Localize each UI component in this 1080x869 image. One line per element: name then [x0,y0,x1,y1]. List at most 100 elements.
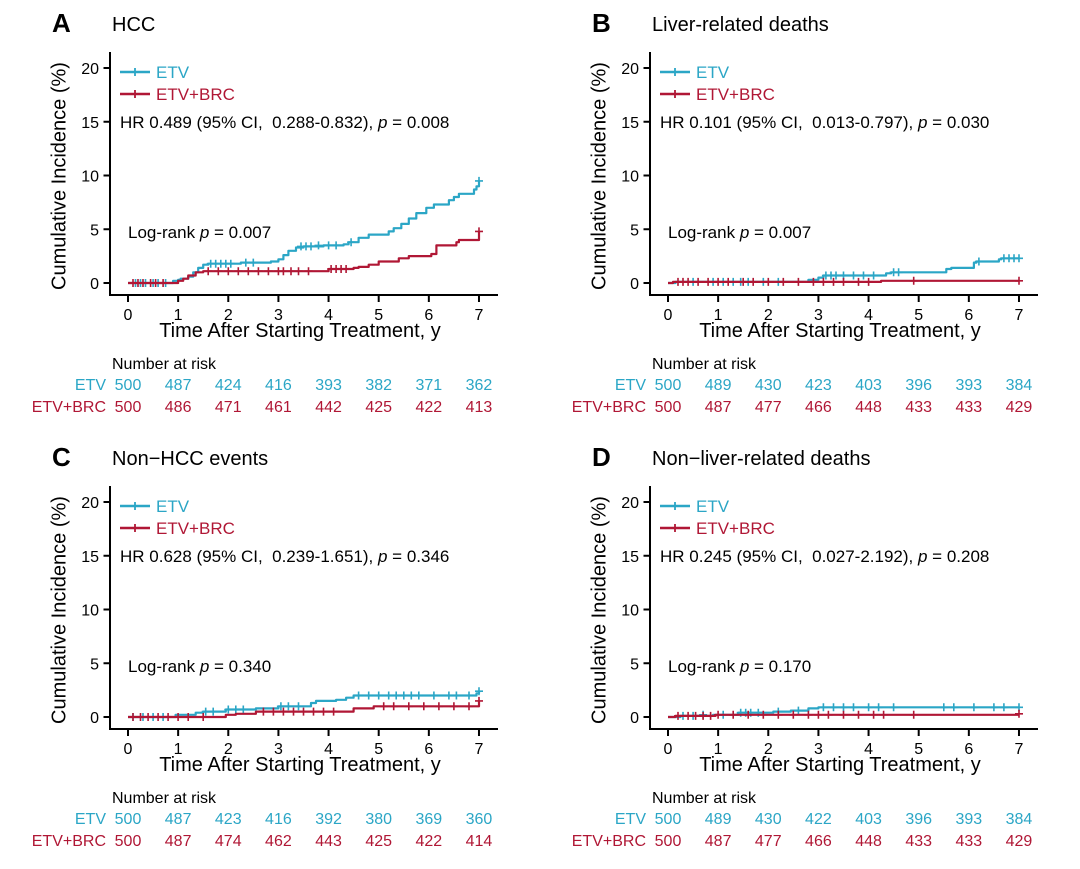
x-tick-label: 6 [424,307,433,324]
risk-value: 487 [164,377,192,394]
y-tick-label: 10 [81,169,99,186]
logrank-annotation: Log-rank p = 0.170 [668,657,811,676]
y-tick-label: 10 [621,169,639,186]
risk-value: 382 [365,377,393,394]
y-axis-label: Cumulative Incidence (%) [48,496,71,724]
risk-value: 429 [1005,833,1033,850]
y-tick-label: 15 [621,115,639,132]
risk-value: 500 [654,833,682,850]
x-axis-label: Time After Starting Treatment, y [159,320,441,342]
panel-a: A HCC Cumulative Incidence (%) 0 5 10 15 20 0… [0,0,540,434]
x-tick-label: 0 [124,307,133,324]
x-tick-label: 7 [1015,741,1024,758]
risk-value: 422 [415,399,443,416]
risk-value: 433 [955,833,983,850]
risk-value: 416 [265,811,292,828]
x-tick-label: 2 [224,741,233,758]
risk-row-label: ETV+BRC [571,399,646,416]
risk-value: 396 [905,811,933,828]
x-tick-label: 7 [475,741,484,758]
x-tick-label: 7 [475,307,484,324]
legend-plus-icon [131,524,139,532]
risk-value: 384 [1005,811,1033,828]
number-at-risk-header: Number at risk [652,356,757,373]
risk-value: 403 [855,377,882,394]
risk-value: 500 [114,833,142,850]
y-tick-label: 5 [90,656,99,673]
risk-value: 422 [805,811,832,828]
risk-value: 403 [855,811,882,828]
risk-value: 466 [805,399,832,416]
x-tick-label: 4 [324,741,333,758]
number-at-risk-header: Number at risk [652,790,757,807]
number-at-risk-header: Number at risk [112,356,217,373]
x-tick-label: 5 [914,307,923,324]
risk-value: 384 [1005,377,1033,394]
y-tick-label: 0 [630,276,639,293]
x-tick-label: 2 [764,741,773,758]
risk-value: 487 [704,833,732,850]
risk-value: 392 [315,811,342,828]
logrank-annotation: Log-rank p = 0.340 [128,657,271,676]
risk-row-label: ETV [74,377,106,394]
risk-value: 448 [855,399,882,416]
legend-plus-icon [671,68,679,76]
y-tick-label: 5 [630,222,639,239]
risk-value: 500 [654,811,682,828]
x-tick-label: 4 [864,741,873,758]
risk-value: 425 [365,833,393,850]
y-tick-label: 5 [90,222,99,239]
risk-row-label: ETV+BRC [31,399,106,416]
legend-plus-icon [671,502,679,510]
x-tick-label: 6 [424,741,433,758]
survival-plot: 0 5 10 15 20 0 1 2 3 4 5 6 7 ETV ETV+BRC HR 0.245 (95% … [621,486,1038,758]
risk-value: 362 [465,377,493,394]
censor-marks-etv-brc [129,227,483,287]
censor-marks-etv-brc [674,709,1023,720]
risk-value: 424 [214,377,242,394]
legend-plus-icon [131,502,139,510]
panel-b: B Liver-related deaths Cumulative Incide… [540,0,1080,434]
y-tick-label: 15 [81,115,99,132]
risk-value: 423 [805,377,832,394]
risk-value: 371 [415,377,443,394]
panel-letter: B [592,8,611,38]
censor-marks-etv [679,703,1023,720]
risk-value: 471 [214,399,242,416]
y-tick-label: 15 [621,549,639,566]
risk-value: 477 [754,833,782,850]
risk-value: 433 [905,399,933,416]
risk-value: 448 [855,833,882,850]
risk-value: 413 [465,399,493,416]
risk-value: 393 [315,377,342,394]
x-tick-label: 0 [664,741,673,758]
risk-value: 423 [214,811,242,828]
y-tick-label: 0 [630,710,639,727]
curve-etv-brc [668,279,1019,285]
panel-letter: A [52,8,71,38]
panel-title: Non−HCC events [112,448,269,470]
risk-value: 487 [164,833,192,850]
y-tick-label: 20 [81,495,99,512]
risk-value: 380 [365,811,393,828]
legend-label: ETV [156,63,190,82]
risk-value: 486 [164,399,192,416]
risk-value: 477 [754,399,782,416]
y-tick-label: 20 [81,61,99,78]
risk-value: 462 [265,833,292,850]
curve-etv-brc [128,231,481,285]
risk-value: 393 [955,377,983,394]
x-tick-label: 3 [274,307,283,324]
legend-label: ETV+BRC [696,85,775,104]
risk-value: 489 [704,377,732,394]
x-axis-label: Time After Starting Treatment, y [699,320,981,342]
panel-d: D Non−liver-related deaths Cumulative In… [540,434,1080,869]
y-tick-label: 10 [621,603,639,620]
x-tick-label: 4 [864,307,873,324]
x-tick-label: 4 [324,307,333,324]
hr-annotation: HR 0.628 (95% CI, 0.239-1.651), p = 0.34… [120,547,449,566]
risk-value: 487 [704,399,732,416]
y-tick-label: 5 [630,656,639,673]
panel-c: C Non−HCC events Cumulative Incidence (%… [0,434,540,869]
